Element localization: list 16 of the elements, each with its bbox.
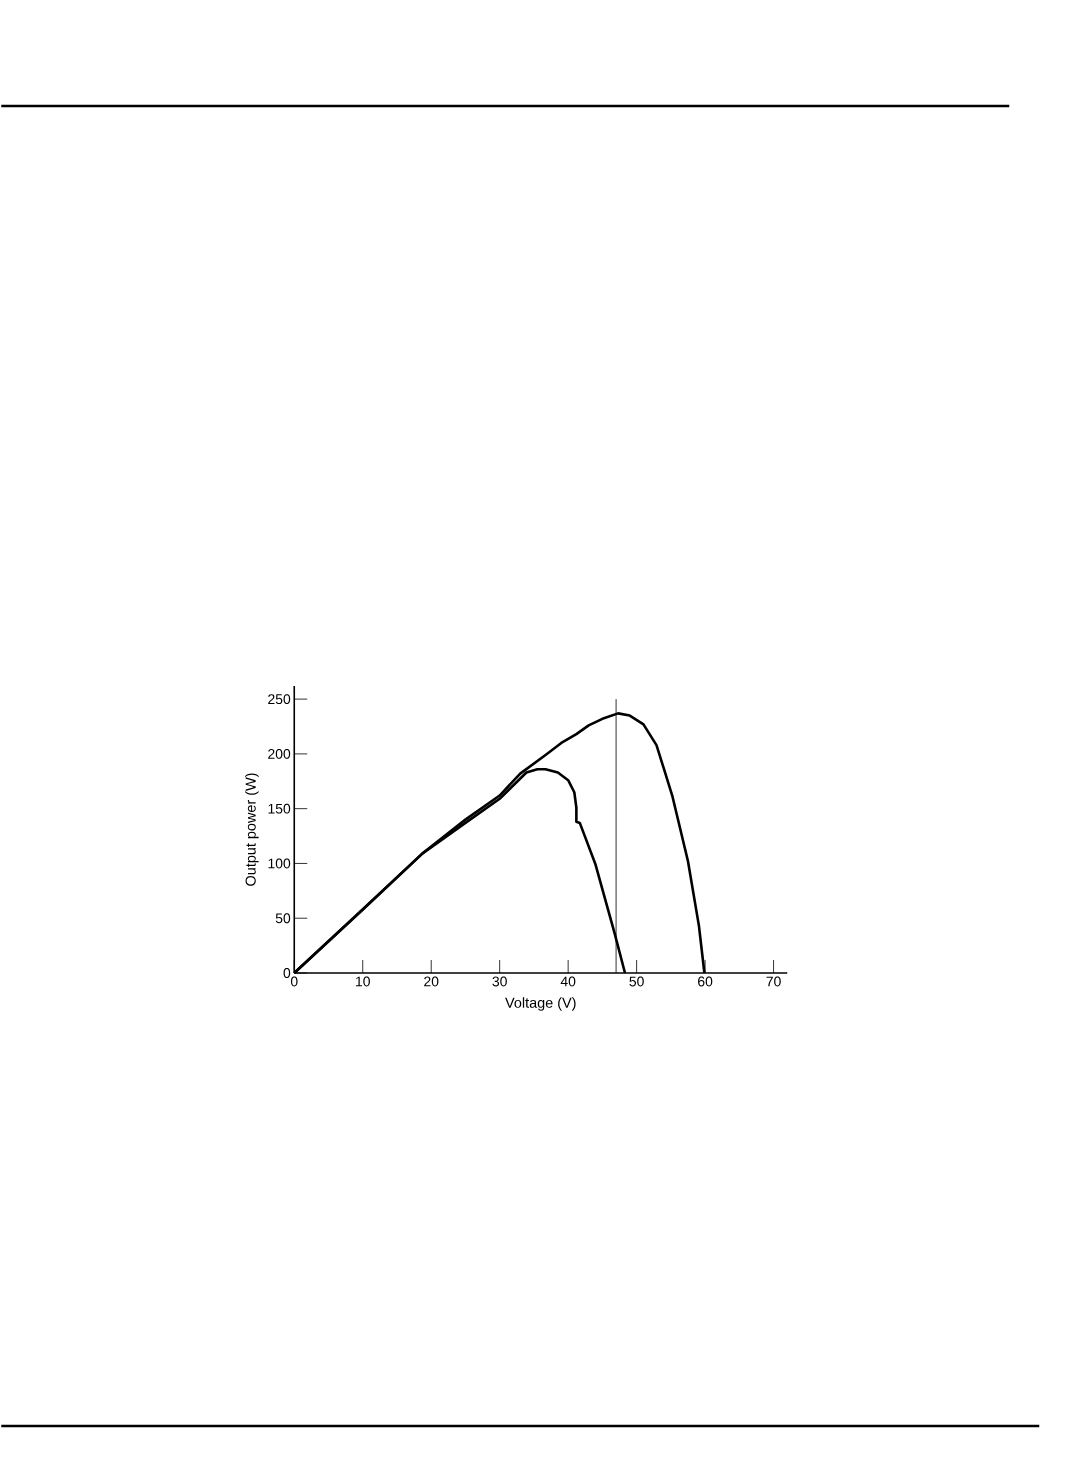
- y-tick-label: 0: [283, 968, 291, 978]
- x-axis-title: Voltage (V): [504, 997, 576, 1011]
- x-tick-label: 40: [560, 976, 576, 987]
- y-axis-title: Output power (W): [245, 773, 259, 886]
- y-tick-label: 200: [268, 748, 291, 759]
- x-tick-label: 30: [492, 976, 507, 987]
- x-tick-label: 70: [766, 976, 781, 987]
- x-tick-label: 20: [424, 976, 439, 987]
- x-tick-label: 50: [629, 976, 644, 987]
- y-tick-label: 100: [268, 858, 291, 869]
- y-tick-label: 250: [268, 694, 291, 705]
- x-tick-label: 0: [290, 976, 298, 987]
- y-tick-label: 150: [268, 803, 291, 814]
- x-tick-label: 10: [355, 976, 370, 987]
- x-tick-label: 60: [697, 976, 713, 987]
- y-tick-label: 50: [275, 913, 291, 924]
